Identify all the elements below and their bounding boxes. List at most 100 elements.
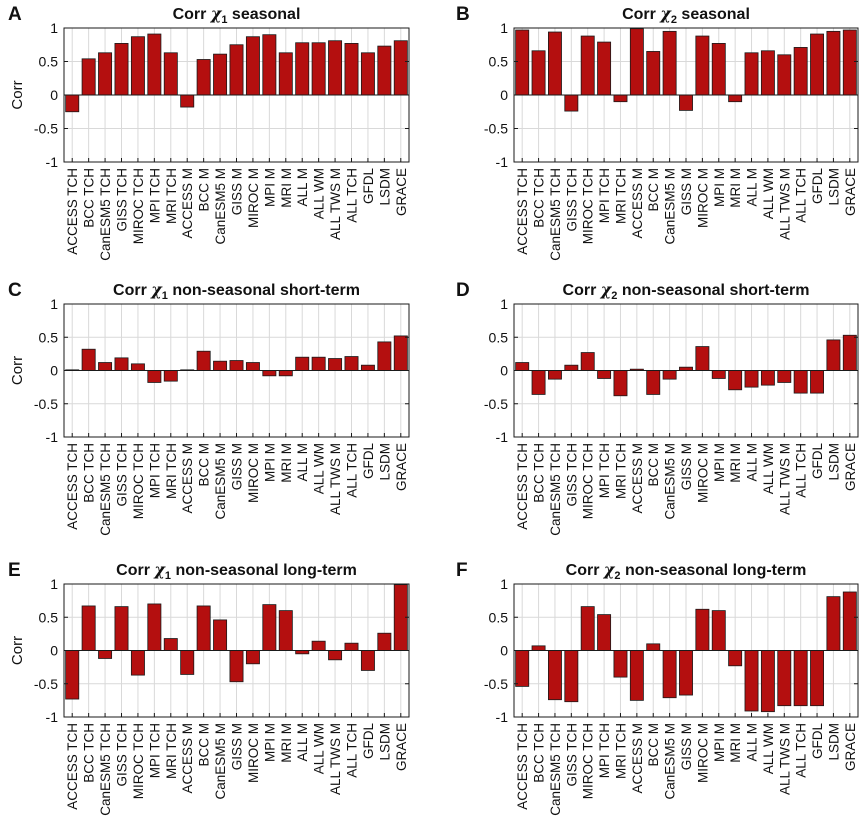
bar	[646, 370, 661, 395]
bar	[213, 360, 228, 371]
bar	[344, 43, 359, 96]
x-tick-label: LSDM	[826, 443, 841, 481]
x-tick-label: ALL WM	[761, 443, 776, 494]
x-tick-label: BCC TCH	[82, 443, 97, 503]
chart-title: Corr χ1 non-seasonal short-term	[113, 280, 360, 302]
y-tick-label: 0.5	[489, 329, 509, 345]
title-prefix: Corr	[563, 282, 601, 299]
bar	[245, 36, 260, 96]
x-tick-label: ALL TCH	[345, 443, 360, 498]
title-suffix: seasonal	[227, 6, 300, 23]
y-tick-label: -1	[496, 709, 509, 725]
bar	[196, 350, 211, 371]
x-tick-label: MPI M	[712, 168, 727, 207]
bar	[531, 50, 546, 96]
bar	[662, 30, 677, 96]
bar	[646, 643, 661, 651]
bar	[229, 650, 244, 683]
x-tick-label: MRI M	[728, 723, 743, 763]
bar	[695, 35, 710, 96]
y-tick-label: -0.5	[34, 121, 58, 137]
x-tick-label: MPI M	[712, 723, 727, 762]
x-tick-label: CanESM5 TCH	[98, 168, 113, 261]
bar	[393, 335, 408, 371]
x-tick-label: GFDL	[361, 443, 376, 479]
x-tick-label: ACCESS TCH	[515, 723, 530, 810]
bar	[810, 370, 825, 394]
x-tick-label: MPI TCH	[147, 443, 162, 498]
x-tick-label: BCC M	[646, 443, 661, 487]
y-tick-label: -0.5	[34, 676, 58, 692]
bar	[744, 650, 759, 712]
bar	[147, 603, 162, 651]
title-suffix: non-seasonal short-term	[168, 282, 360, 299]
bar	[711, 610, 726, 651]
x-tick-label: ALL M	[745, 443, 760, 482]
x-tick-label: MPI M	[262, 168, 277, 207]
bar	[229, 44, 244, 96]
x-tick-label: GISS TCH	[564, 443, 579, 507]
x-tick-label: GISS M	[230, 443, 245, 490]
bar	[810, 33, 825, 96]
title-prefix: Corr	[566, 562, 604, 579]
bar	[695, 346, 710, 371]
x-tick-label: ALL WM	[312, 443, 327, 494]
bar	[328, 40, 343, 96]
x-tick-label: ACCESS TCH	[65, 443, 80, 530]
x-tick-label: ACCESS TCH	[515, 443, 530, 530]
bar	[531, 645, 546, 651]
bar	[613, 94, 628, 103]
x-tick-label: MIROC M	[246, 168, 261, 228]
x-tick-label: CanESM5 M	[213, 443, 228, 520]
bar	[130, 363, 145, 371]
y-tick-label: 1	[50, 296, 58, 312]
x-tick-label: LSDM	[826, 723, 841, 761]
bar	[213, 619, 228, 651]
bar	[245, 362, 260, 371]
y-tick-label: -1	[46, 709, 59, 725]
x-tick-label: MIROC TCH	[581, 723, 596, 799]
x-tick-label: GISS TCH	[115, 723, 130, 787]
x-tick-label: CanESM5 M	[663, 443, 678, 520]
y-tick-label: 1	[500, 576, 508, 592]
x-tick-label: MPI TCH	[597, 443, 612, 498]
bar	[793, 370, 808, 394]
x-tick-label: GRACE	[394, 723, 409, 771]
bar	[163, 370, 178, 382]
x-tick-label: ALL WM	[312, 723, 327, 774]
x-tick-label: ACCESS M	[630, 168, 645, 239]
bar	[98, 650, 113, 659]
y-tick-label: -0.5	[484, 121, 508, 137]
x-tick-label: GRACE	[843, 443, 858, 491]
x-tick-label: MRI TCH	[164, 443, 179, 499]
title-symbol: χ	[659, 4, 672, 23]
x-tick-label: ALL TWS M	[777, 168, 792, 240]
bar	[842, 334, 857, 371]
x-tick-label: BCC TCH	[82, 723, 97, 783]
bar	[328, 650, 343, 661]
y-tick-label: -0.5	[484, 396, 508, 412]
x-tick-label: MPI M	[262, 443, 277, 482]
bar	[744, 52, 759, 96]
x-tick-label: MRI TCH	[164, 168, 179, 224]
bar	[793, 47, 808, 96]
chart-title: Corr χ2 seasonal	[622, 4, 750, 26]
x-tick-label: ALL TWS M	[777, 443, 792, 515]
bar	[777, 370, 792, 383]
bar	[98, 362, 113, 371]
x-tick-label: ACCESS TCH	[515, 168, 530, 255]
bar	[548, 650, 562, 701]
bar	[295, 356, 310, 371]
bar	[515, 650, 530, 687]
bar	[311, 356, 326, 371]
bar	[328, 358, 343, 371]
x-tick-label: MPI M	[262, 723, 277, 762]
bar	[810, 650, 825, 707]
title-subscript: 1	[162, 290, 168, 302]
bar	[278, 610, 293, 651]
bar	[728, 94, 743, 103]
bar	[531, 370, 546, 395]
x-tick-label: BCC TCH	[532, 443, 547, 503]
